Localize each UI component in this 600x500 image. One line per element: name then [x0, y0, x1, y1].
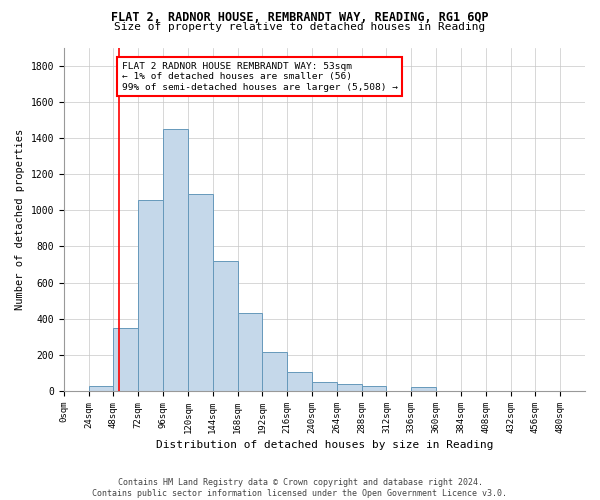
- Bar: [212, 261, 238, 391]
- Bar: [89, 386, 113, 391]
- Bar: [113, 328, 138, 391]
- Bar: [411, 388, 436, 391]
- Bar: [312, 382, 337, 391]
- Bar: [362, 386, 386, 391]
- Bar: [238, 314, 262, 391]
- Bar: [138, 200, 163, 391]
- Bar: [188, 194, 212, 391]
- Text: Contains HM Land Registry data © Crown copyright and database right 2024.
Contai: Contains HM Land Registry data © Crown c…: [92, 478, 508, 498]
- Text: Size of property relative to detached houses in Reading: Size of property relative to detached ho…: [115, 22, 485, 32]
- Text: FLAT 2 RADNOR HOUSE REMBRANDT WAY: 53sqm
← 1% of detached houses are smaller (56: FLAT 2 RADNOR HOUSE REMBRANDT WAY: 53sqm…: [122, 62, 398, 92]
- Text: FLAT 2, RADNOR HOUSE, REMBRANDT WAY, READING, RG1 6QP: FLAT 2, RADNOR HOUSE, REMBRANDT WAY, REA…: [111, 11, 489, 24]
- X-axis label: Distribution of detached houses by size in Reading: Distribution of detached houses by size …: [155, 440, 493, 450]
- Bar: [163, 129, 188, 391]
- Bar: [287, 372, 312, 391]
- Bar: [262, 352, 287, 391]
- Y-axis label: Number of detached properties: Number of detached properties: [15, 128, 25, 310]
- Bar: [337, 384, 362, 391]
